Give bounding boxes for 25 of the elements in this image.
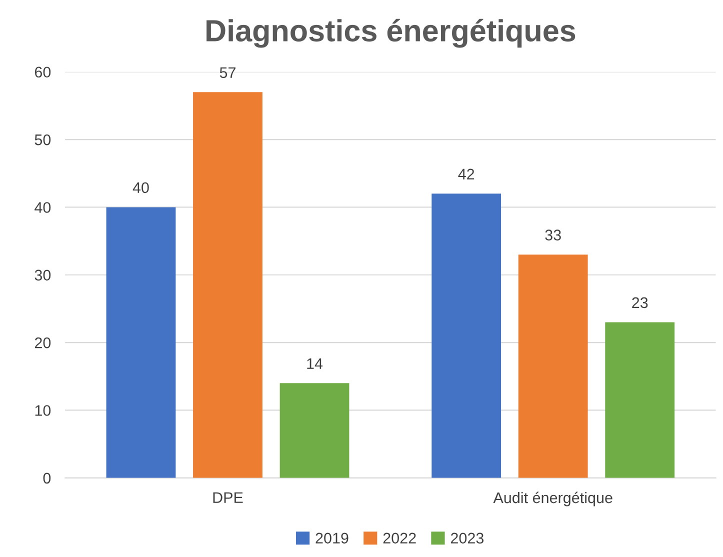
bar — [605, 322, 675, 478]
legend-label: 2022 — [383, 532, 416, 544]
bar — [193, 92, 262, 478]
y-tick-label: 10 — [35, 405, 51, 416]
bar — [280, 383, 350, 478]
y-tick-label: 60 — [34, 66, 51, 78]
chart-title: Diagnostics énergétiques — [206, 18, 576, 48]
y-tick-label: 40 — [34, 202, 51, 213]
bar — [106, 207, 176, 478]
data-label: 14 — [307, 358, 323, 369]
legend-label: 2019 — [316, 532, 348, 544]
data-label: 42 — [458, 168, 474, 180]
y-tick-label: 0 — [43, 472, 51, 484]
y-tick-label: 50 — [34, 134, 51, 146]
bar — [432, 194, 502, 478]
y-tick-label: 30 — [34, 270, 51, 281]
data-label: 33 — [545, 230, 561, 240]
bar — [518, 254, 588, 478]
data-label: 57 — [220, 67, 236, 78]
x-tick-label: Audit énergétique — [493, 492, 612, 506]
legend-label: 2023 — [450, 532, 484, 544]
data-label: 23 — [632, 297, 648, 308]
y-tick-label: 20 — [34, 337, 51, 348]
x-tick-label: DPE — [213, 492, 243, 503]
data-label: 40 — [132, 182, 149, 194]
